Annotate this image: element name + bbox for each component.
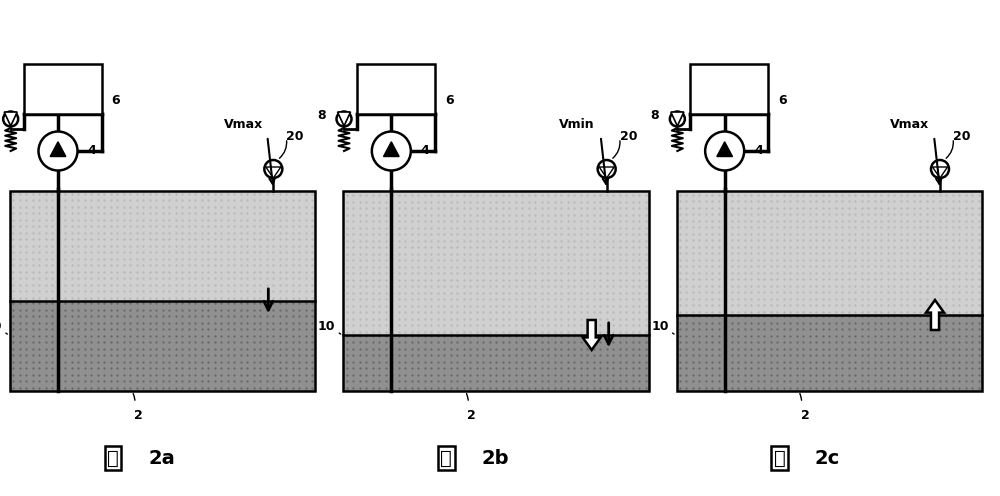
Text: 2c: 2c xyxy=(815,448,840,468)
Text: 2: 2 xyxy=(801,409,809,422)
Polygon shape xyxy=(599,167,614,178)
Polygon shape xyxy=(926,300,944,330)
Polygon shape xyxy=(50,142,66,157)
Text: 4: 4 xyxy=(754,144,763,158)
Circle shape xyxy=(705,131,744,171)
Circle shape xyxy=(38,131,78,171)
Text: 10: 10 xyxy=(651,320,669,333)
Text: 图: 图 xyxy=(774,448,786,468)
Bar xyxy=(677,191,982,391)
Text: 10: 10 xyxy=(0,320,2,333)
Bar xyxy=(24,63,102,114)
Text: 20: 20 xyxy=(620,129,637,142)
Bar xyxy=(343,191,649,391)
Polygon shape xyxy=(717,142,732,157)
Circle shape xyxy=(264,160,282,178)
Circle shape xyxy=(3,112,18,126)
Polygon shape xyxy=(933,167,948,178)
Text: 6: 6 xyxy=(778,95,787,108)
Bar xyxy=(343,335,649,391)
Bar xyxy=(343,191,649,335)
Text: 4: 4 xyxy=(421,144,430,158)
Text: 20: 20 xyxy=(286,129,304,142)
Polygon shape xyxy=(338,112,351,126)
Circle shape xyxy=(337,112,352,126)
Bar xyxy=(357,63,435,114)
Polygon shape xyxy=(384,142,399,157)
Bar xyxy=(677,315,982,391)
Bar xyxy=(10,191,315,391)
Text: 2a: 2a xyxy=(148,448,175,468)
Text: 图: 图 xyxy=(440,448,452,468)
Text: 10: 10 xyxy=(318,320,335,333)
Text: 6: 6 xyxy=(445,95,454,108)
Text: 4: 4 xyxy=(88,144,96,158)
Polygon shape xyxy=(4,112,17,126)
Bar xyxy=(10,191,315,301)
Circle shape xyxy=(598,160,616,178)
Text: 图: 图 xyxy=(107,448,119,468)
Text: Vmax: Vmax xyxy=(890,118,930,131)
Circle shape xyxy=(372,131,411,171)
Text: 20: 20 xyxy=(953,129,971,142)
Text: 2: 2 xyxy=(467,409,476,422)
Circle shape xyxy=(931,160,949,178)
Text: Vmax: Vmax xyxy=(224,118,263,131)
Bar xyxy=(677,191,982,315)
Polygon shape xyxy=(266,167,281,178)
Text: 8: 8 xyxy=(651,110,659,123)
Text: 2b: 2b xyxy=(481,448,509,468)
Circle shape xyxy=(670,112,685,126)
Text: 2: 2 xyxy=(134,409,143,422)
Bar xyxy=(10,301,315,391)
Bar xyxy=(690,63,768,114)
Text: Vmin: Vmin xyxy=(559,118,594,131)
Polygon shape xyxy=(583,320,601,350)
Text: 8: 8 xyxy=(317,110,326,123)
Text: 6: 6 xyxy=(112,95,120,108)
Polygon shape xyxy=(671,112,684,126)
